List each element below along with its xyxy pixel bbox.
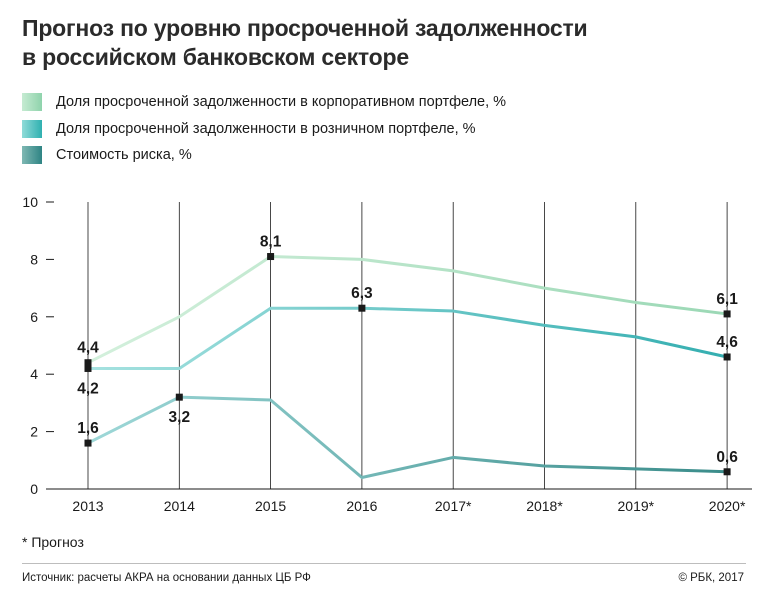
data-marker-1 (84, 364, 92, 372)
data-label-1: 4,2 (77, 380, 99, 397)
y-tick-label-4: 8 (30, 251, 38, 267)
legend-label-corporate: Доля просроченной задолженности в корпор… (56, 94, 507, 110)
legend-label-retail: Доля просроченной задолженности в рознич… (56, 120, 476, 137)
x-tick-label-3: 2016 (346, 498, 377, 514)
data-marker-0 (84, 359, 92, 367)
data-marker-2 (84, 439, 92, 447)
x-tick-label-7: 2020* (709, 498, 746, 514)
x-tick-label-6: 2019* (618, 498, 655, 514)
y-tick-label-0: 0 (30, 481, 38, 497)
legend-item-corporate: Доля просроченной задолженности в корпор… (22, 93, 506, 111)
data-marker-5 (358, 304, 366, 312)
x-tick-label-1: 2014 (164, 498, 195, 514)
data-marker-3 (175, 393, 183, 401)
chart-title: Прогноз по уровню просроченной задолженн… (22, 14, 742, 72)
chart-title-line-1: Прогноз по уровню просроченной задолженн… (22, 15, 588, 41)
data-label-3: 3,2 (169, 409, 191, 426)
data-label-6: 6,1 (716, 291, 738, 308)
data-label-7: 4,6 (716, 334, 738, 351)
data-marker-8 (723, 468, 731, 476)
y-tick-label-5: 10 (22, 194, 38, 210)
x-tick-label-2: 2015 (255, 498, 286, 514)
legend-item-retail: Доля просроченной задолженности в рознич… (22, 119, 506, 138)
data-label-2: 1,6 (77, 420, 99, 437)
legend-item-cost-of-risk: Стоимость риска, % (22, 146, 506, 164)
chart-title-line-2: в российском банковском секторе (22, 44, 409, 70)
series-line-2 (86, 395, 729, 480)
x-tick-label-5: 2018* (526, 498, 563, 514)
legend-swatch-retail (22, 119, 42, 138)
data-label-8: 0,6 (716, 449, 738, 466)
series-line-1 (86, 306, 729, 370)
y-tick-label-1: 2 (30, 424, 38, 440)
source-note: Источник: расчеты АКРА на основании данн… (22, 572, 311, 584)
legend-label-cost-of-risk: Стоимость риска, % (56, 147, 192, 163)
x-tick-label-4: 2017* (435, 498, 472, 514)
data-label-0: 4,4 (77, 340, 99, 357)
x-tick-label-0: 2013 (72, 498, 103, 514)
data-marker-7 (723, 353, 731, 361)
data-marker-4 (267, 253, 275, 261)
legend: Доля просроченной задолженности в корпор… (22, 93, 506, 173)
y-tick-label-2: 4 (30, 366, 38, 382)
series-line-0 (86, 255, 729, 365)
data-label-5: 6,3 (351, 285, 373, 302)
copyright: © РБК, 2017 (678, 572, 744, 584)
footer-divider (22, 563, 746, 564)
legend-swatch-corporate (22, 93, 42, 111)
forecast-footnote: * Прогноз (22, 534, 84, 550)
y-tick-label-3: 6 (30, 309, 38, 325)
legend-swatch-cost-of-risk (22, 146, 42, 164)
data-label-4: 8,1 (260, 234, 282, 251)
data-marker-6 (723, 310, 731, 318)
